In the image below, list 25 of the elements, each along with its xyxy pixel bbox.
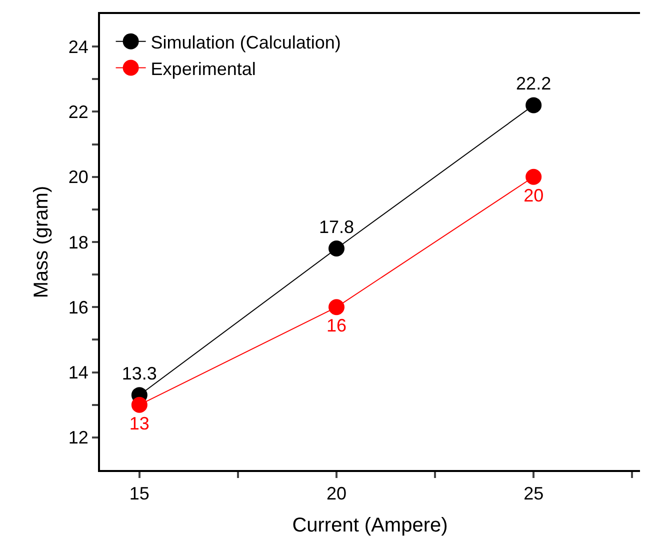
- x-tick-label: 25: [524, 484, 544, 504]
- point: [328, 299, 344, 316]
- point: [526, 97, 542, 114]
- x-axis-title: Current (Ampere): [292, 514, 448, 537]
- x-tick-label: 15: [129, 484, 150, 504]
- y-tick-label: 24: [68, 36, 88, 57]
- data-label: 13.3: [122, 364, 157, 384]
- data-label: 16: [326, 316, 347, 336]
- point: [328, 240, 344, 257]
- y-tick-label: 20: [68, 167, 88, 188]
- x-tick-label: 20: [326, 484, 347, 504]
- y-tick-label: 14: [68, 362, 88, 383]
- point: [131, 396, 148, 413]
- data-label: 17.8: [318, 217, 354, 238]
- data-label: 13: [129, 413, 150, 434]
- data-label: 20: [524, 185, 544, 206]
- y-tick-label: 16: [68, 297, 88, 318]
- y-axis-title: Mass (gram): [30, 186, 52, 298]
- data-label: 22.2: [516, 74, 552, 94]
- legend-label: Experimental: [150, 58, 256, 79]
- legend-label: Simulation (Calculation): [150, 32, 341, 52]
- y-tick-label: 18: [68, 232, 88, 252]
- point: [526, 168, 542, 185]
- y-tick-label: 12: [68, 428, 88, 448]
- y-tick-label: 22: [68, 102, 88, 122]
